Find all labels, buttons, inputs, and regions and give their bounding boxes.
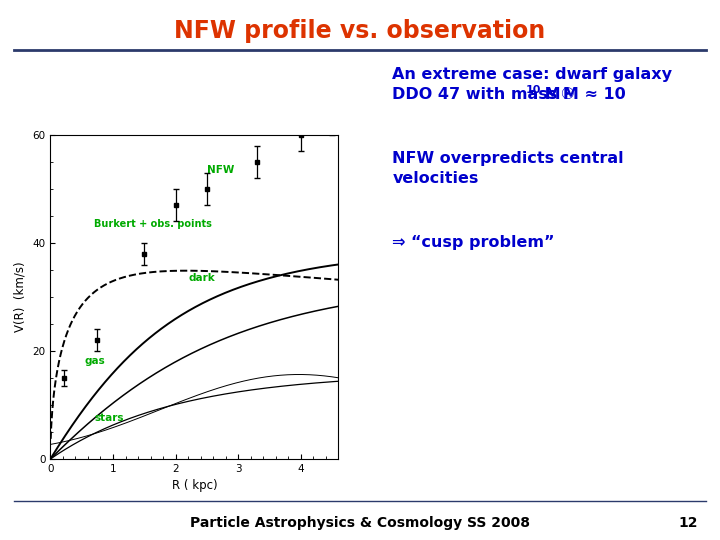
Y-axis label: V(R)  (km/s): V(R) (km/s) <box>14 262 27 332</box>
Text: NFW profile vs. observation: NFW profile vs. observation <box>174 19 546 43</box>
Text: NFW overpredicts central: NFW overpredicts central <box>392 151 624 166</box>
Text: An extreme case: dwarf galaxy: An extreme case: dwarf galaxy <box>392 68 672 83</box>
Text: 12: 12 <box>679 516 698 530</box>
Text: NFW: NFW <box>207 165 234 175</box>
Text: Particle Astrophysics & Cosmology SS 2008: Particle Astrophysics & Cosmology SS 200… <box>190 516 530 530</box>
Text: M☉: M☉ <box>539 87 575 103</box>
Text: Burkert + obs. points: Burkert + obs. points <box>94 219 212 229</box>
X-axis label: R ( kpc): R ( kpc) <box>171 480 217 492</box>
Text: velocities: velocities <box>392 171 479 186</box>
Text: 10: 10 <box>526 85 541 96</box>
Text: stars: stars <box>94 413 124 423</box>
Text: dark: dark <box>188 273 215 283</box>
Text: gas: gas <box>85 356 106 367</box>
Text: DDO 47 with mass M ≈ 10: DDO 47 with mass M ≈ 10 <box>392 87 626 103</box>
Text: ⇒ “cusp problem”: ⇒ “cusp problem” <box>392 235 555 250</box>
